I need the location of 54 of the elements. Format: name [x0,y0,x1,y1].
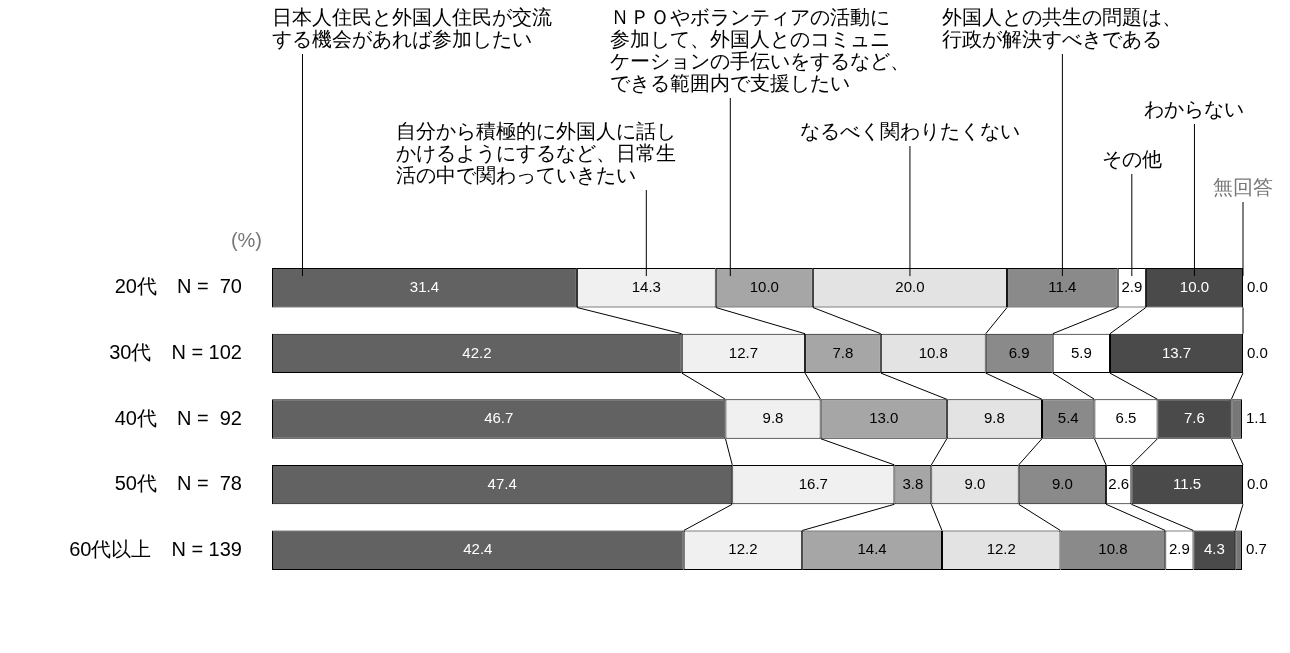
data-label: 16.7 [798,474,828,492]
data-label: 7.8 [832,343,854,361]
text: わからない [1144,97,1245,120]
y-tick-label: 30代 N = 102 [109,340,242,363]
y-tick-label: 60代以上 N = 139 [69,537,242,560]
text: 自分から積極的に外国人に話しかけるようにするなど、日常生活の中で関わっていきたい [396,119,677,186]
data-label: 0.7 [1246,540,1267,558]
data-label: 10.8 [1098,540,1128,558]
data-label: 5.4 [1057,409,1079,427]
text: 外国人との共生の問題は、行政が解決すべきである [942,5,1183,50]
data-label: 3.8 [902,474,924,492]
text: なるべく関わりたくない [799,119,1020,142]
text: 日本人住民と外国人住民が交流する機会があれば参加したい [272,5,553,50]
data-label: 1.1 [1246,409,1267,427]
data-label: 11.5 [1173,474,1202,492]
data-label: 2.6 [1108,474,1130,492]
data-label: 14.3 [631,277,661,295]
data-label: 14.4 [857,540,887,558]
text: (%) [230,228,262,251]
data-label: 0.0 [1247,474,1268,492]
y-tick-label: 40代 N = 92 [114,406,242,429]
data-label: 10.0 [749,277,779,295]
data-label: 0.0 [1247,343,1268,361]
data-label: 5.9 [1070,343,1092,361]
data-label: 0.0 [1247,277,1268,295]
data-label: 42.2 [462,343,492,361]
data-label: 13.7 [1161,343,1192,361]
y-tick-label: 50代 N = 78 [114,472,242,495]
text: その他 [1101,147,1162,170]
data-label: 12.7 [728,343,759,361]
data-label: 10.0 [1179,277,1210,295]
data-label: 9.8 [762,409,784,427]
data-label: 6.5 [1115,409,1137,427]
data-label: 9.8 [983,409,1005,427]
data-label: 9.0 [1051,474,1073,492]
data-label: 20.0 [895,277,925,295]
data-label: 46.7 [484,409,514,427]
data-label: 6.9 [1008,343,1030,361]
data-label: 42.4 [463,540,493,558]
data-label: 2.9 [1168,540,1190,558]
text: 無回答 [1213,175,1273,198]
data-label: 13.0 [869,409,899,427]
data-label: 10.8 [918,343,948,361]
data-label: 47.4 [487,474,517,492]
data-label: 11.4 [1048,277,1077,295]
data-label: 31.4 [409,277,440,295]
data-label: 4.3 [1203,540,1225,558]
data-label: 12.2 [728,540,758,558]
text: ＮＰＯやボランティアの活動に参加して、外国人とのコミュニケーションの手伝いをするなど、できる範囲内で支援したい [610,5,911,94]
data-label: 2.9 [1121,277,1143,295]
y-tick-label: 20代 N = 70 [114,275,242,298]
data-label: 9.0 [964,474,986,492]
data-label: 7.6 [1184,409,1205,427]
data-label: 12.2 [986,540,1016,558]
